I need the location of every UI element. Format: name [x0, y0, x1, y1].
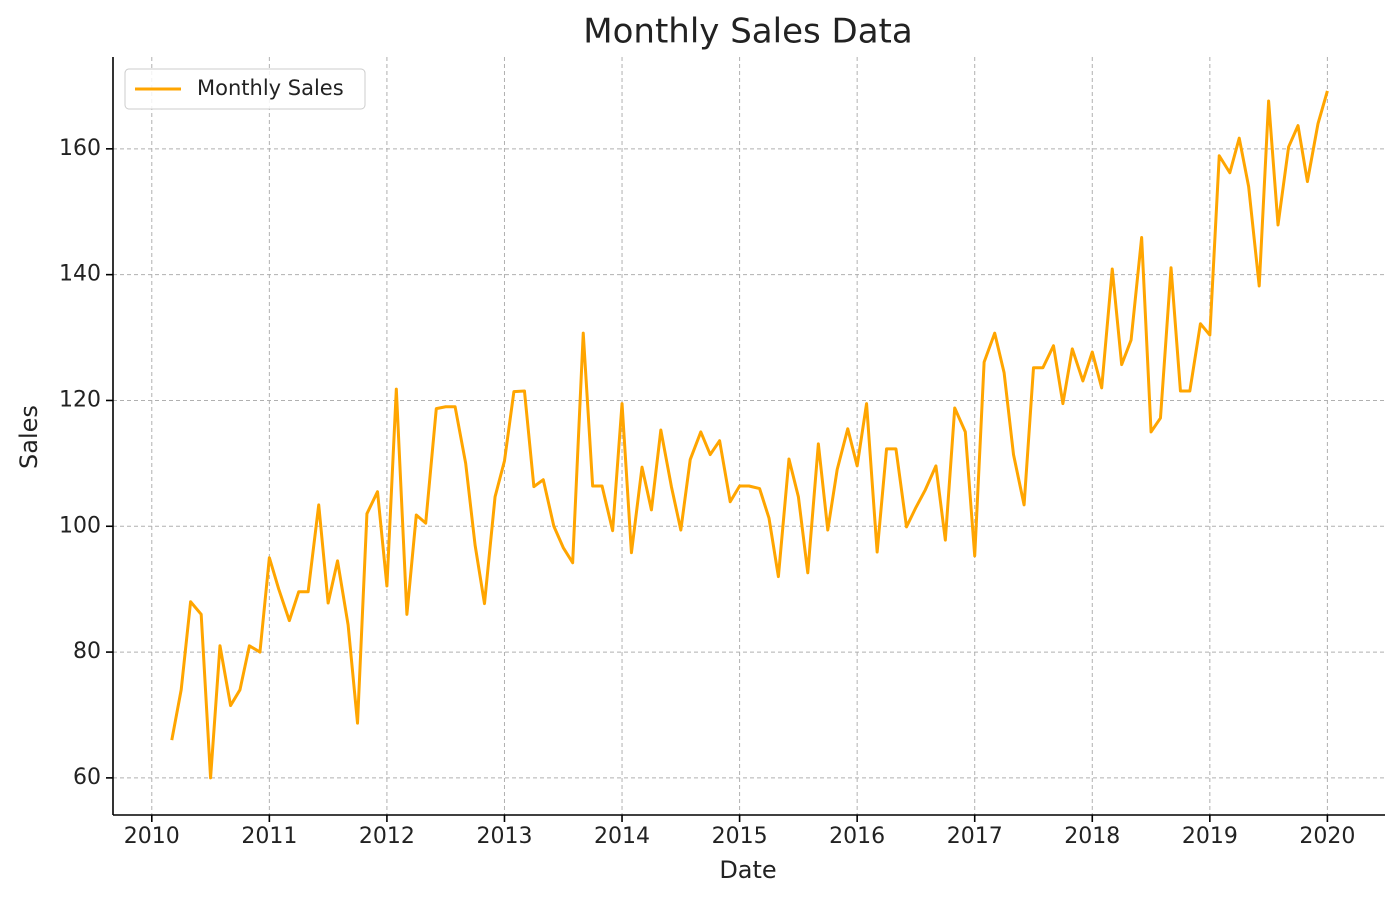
y-tick-label: 60 — [73, 765, 101, 790]
x-tick-label: 2014 — [594, 824, 650, 849]
x-tick-label: 2015 — [712, 824, 768, 849]
legend-box — [124, 68, 366, 110]
x-axis-label: Date — [719, 856, 776, 884]
x-tick-label: 2010 — [124, 824, 180, 849]
x-tick-label: 2013 — [476, 824, 532, 849]
y-tick-label: 160 — [59, 136, 101, 161]
data-line — [170, 90, 1329, 780]
x-tick-label: 2018 — [1064, 824, 1120, 849]
x-tick-label: 2016 — [829, 824, 885, 849]
x-tick-label: 2019 — [1182, 824, 1238, 849]
y-tick-label: 100 — [59, 513, 101, 538]
legend: Monthly Sales — [124, 68, 366, 110]
y-axis-label: Sales — [15, 405, 43, 469]
x-tick-label: 2011 — [241, 824, 297, 849]
x-tick-label: 2012 — [359, 824, 415, 849]
legend-label: Monthly Sales — [197, 76, 344, 100]
chart-title: Monthly Sales Data — [583, 12, 912, 52]
x-tick-label: 2017 — [947, 824, 1003, 849]
y-tick-label: 140 — [59, 262, 101, 287]
x-tick-label: 2020 — [1299, 824, 1355, 849]
y-tick-label: 80 — [73, 639, 101, 664]
y-tick-label: 120 — [59, 387, 101, 412]
